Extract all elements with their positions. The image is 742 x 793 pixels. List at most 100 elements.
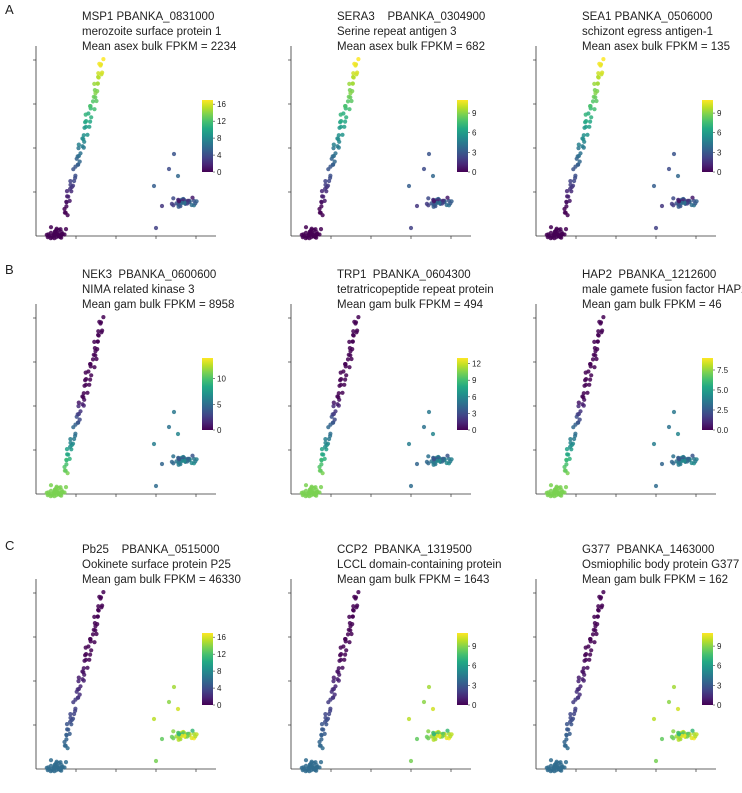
scatter-point (355, 603, 360, 608)
scatter-point (585, 665, 590, 670)
scatter-point (406, 716, 412, 722)
scatter-point (323, 719, 328, 724)
scatter-point (178, 737, 183, 742)
scatter-point (577, 159, 582, 164)
scatter-point (338, 645, 343, 650)
scatter-point (351, 329, 356, 334)
scatter-point (568, 440, 573, 445)
scatter-point (318, 210, 323, 215)
scatter-point (83, 124, 89, 129)
panel-title-line: Mean asex bulk FPKM = 2234 (82, 41, 237, 53)
scatter-point (78, 151, 83, 156)
scatter-point (322, 198, 327, 203)
scatter-point (328, 173, 333, 178)
scatter-point (421, 699, 427, 705)
scatter-point (576, 400, 581, 405)
scatter-point (64, 462, 69, 467)
scatter-point (651, 716, 657, 722)
scatter-point (101, 590, 106, 595)
panel-title-line: NEK3 PBANKA_0600600 (82, 269, 217, 281)
panel-title: Pb25 PBANKA_0515000 Ookinete surface prot… (82, 543, 241, 588)
colorbar-tick-label: 9 (717, 642, 722, 651)
scatter-point (414, 736, 420, 742)
scatter-point (592, 614, 597, 619)
scatter-point (64, 189, 70, 194)
scatter-point (435, 458, 440, 463)
scatter-point (546, 765, 551, 770)
scatter-point (576, 404, 581, 409)
scatter-plot: 0 4 8 12 16 (33, 46, 226, 241)
scatter-point (589, 115, 594, 120)
scatter-point (591, 627, 596, 632)
scatter-point (91, 352, 96, 357)
scatter-point (159, 461, 165, 467)
scatter-point (566, 452, 571, 457)
scatter-point (597, 319, 602, 324)
scatter-point (81, 666, 86, 671)
scatter-point (189, 460, 194, 466)
scatter-point (85, 132, 90, 137)
scatter-point (587, 124, 592, 129)
row-label-b: B (5, 262, 14, 277)
scatter-point (100, 603, 105, 608)
colorbar (202, 358, 213, 430)
scatter-point (52, 494, 57, 499)
scatter-point (596, 329, 601, 334)
scatter-point (63, 210, 68, 215)
scatter-point (339, 652, 344, 657)
scatter-point (101, 57, 106, 62)
scatter-point (552, 494, 557, 499)
scatter-point (166, 699, 172, 705)
scatter-point (87, 657, 92, 662)
scatter-point (349, 631, 354, 637)
colorbar-tick-label: 0 (472, 168, 477, 177)
panel-title-line: CCP2 PBANKA_1319500 (337, 544, 472, 556)
scatter-point (590, 632, 596, 637)
scatter-point (171, 196, 176, 201)
scatter-point (331, 679, 336, 684)
scatter-point (97, 594, 102, 599)
scatter-point (408, 483, 414, 489)
scatter-point (151, 441, 157, 447)
scatter-point (421, 424, 427, 430)
chart-panel: TRP1 PBANKA_0604300 tetratricopeptide rep… (283, 268, 523, 518)
scatter-point (552, 769, 557, 774)
scatter-plot: 0 5 10 (33, 304, 226, 499)
scatter-point (592, 640, 597, 645)
scatter-point (671, 409, 677, 415)
scatter-point (193, 734, 198, 739)
scatter-point (67, 456, 72, 461)
scatter-point (159, 203, 165, 209)
scatter-point (678, 204, 683, 209)
colorbar-tick-label: 10 (217, 375, 226, 384)
scatter-point (81, 395, 86, 400)
colorbar-tick-label: 7.5 (717, 366, 729, 375)
scatter-point (342, 124, 347, 129)
scatter-point (426, 203, 431, 208)
scatter-point (548, 225, 554, 230)
scatter-point (176, 457, 182, 462)
scatter-point (89, 648, 94, 653)
scatter-point (307, 769, 312, 774)
scatter-point (100, 70, 105, 75)
scatter-point (671, 151, 677, 157)
scatter-point (448, 201, 453, 206)
scatter-point (588, 652, 593, 657)
scatter-point (564, 204, 569, 209)
scatter-point (332, 417, 337, 422)
scatter-point (566, 727, 571, 732)
scatter-point (193, 459, 198, 464)
colorbar-tick-label: 9 (472, 109, 477, 118)
scatter-point (323, 712, 328, 717)
scatter-point (584, 119, 589, 124)
scatter-point (313, 767, 318, 773)
scatter-point (76, 146, 81, 151)
scatter-point (323, 437, 328, 442)
scatter-point (83, 382, 89, 387)
scatter-point (690, 728, 695, 733)
colorbar-tick-label: 9 (472, 642, 477, 651)
scatter-point (564, 737, 569, 742)
scatter-point (331, 142, 336, 147)
scatter-point (351, 75, 356, 80)
scatter-point (307, 494, 312, 499)
